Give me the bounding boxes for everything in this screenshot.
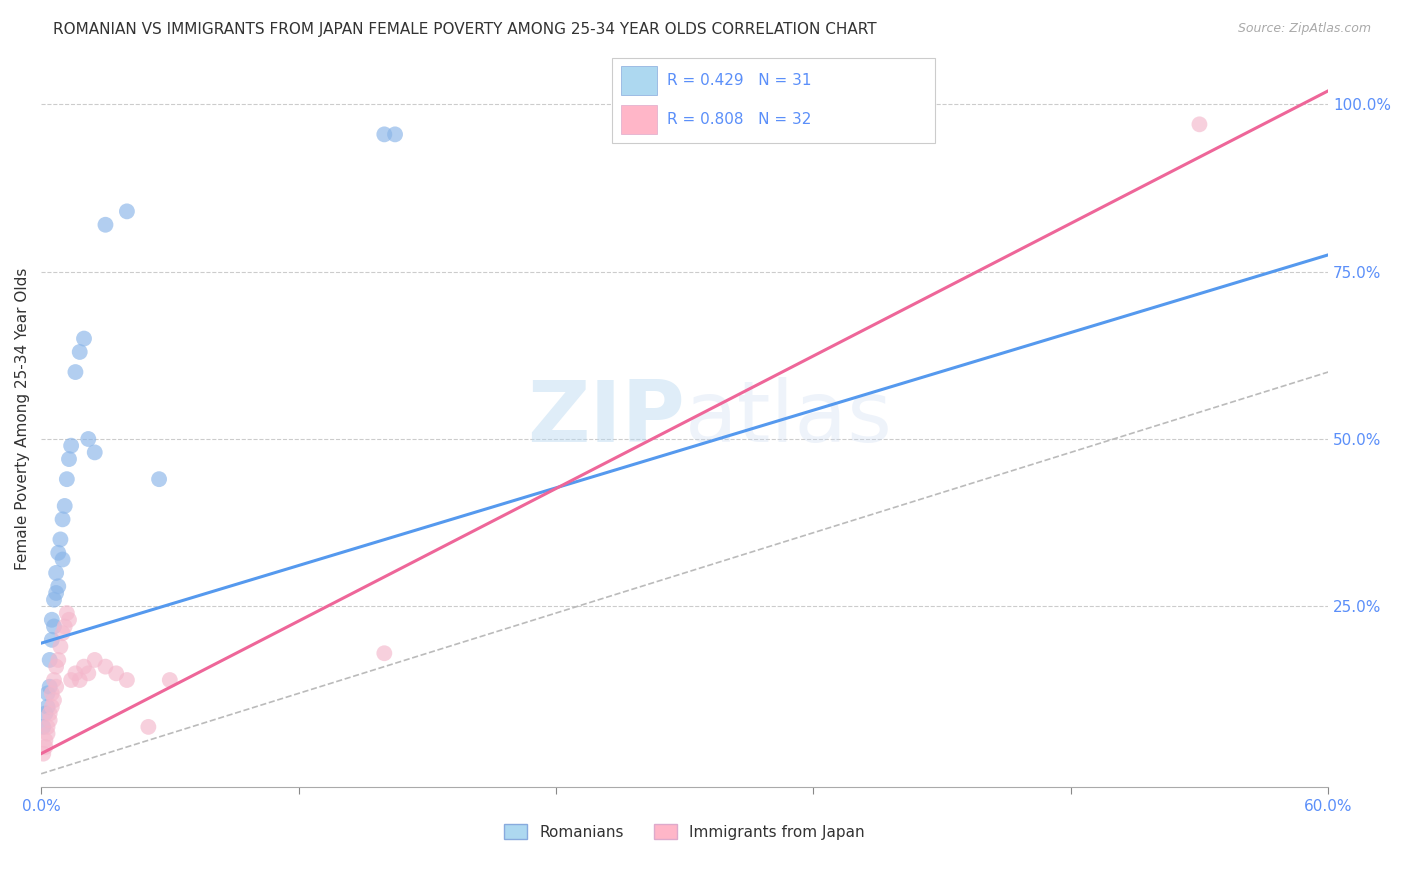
Point [45,680,67,694]
Point [73,332,96,346]
Point [38,680,60,694]
Legend: Romanians, Immigrants from Japan: Romanians, Immigrants from Japan [498,818,872,846]
Point [373,646,395,660]
Point [94,659,117,673]
Text: Source: ZipAtlas.com: Source: ZipAtlas.com [1237,22,1371,36]
Point [69,673,91,687]
Point [41,699,63,714]
Point [37,720,59,734]
Point [83,445,105,459]
Point [58,613,80,627]
Point [94,218,117,232]
FancyBboxPatch shape [621,105,657,134]
Point [77,666,100,681]
Point [37,726,59,740]
Point [53,499,76,513]
Text: R = 0.808   N = 32: R = 0.808 N = 32 [666,112,811,128]
Point [45,659,67,673]
Point [138,720,160,734]
Point [46,653,69,667]
Point [51,626,73,640]
Point [60,439,83,453]
Point [65,666,87,681]
Point [38,713,60,727]
Y-axis label: Female Poverty Among 25-34 Year Olds: Female Poverty Among 25-34 Year Olds [15,268,30,570]
Point [83,653,105,667]
Text: ZIP: ZIP [527,377,685,460]
Point [34,739,56,754]
Point [77,432,100,446]
Point [37,699,59,714]
Point [42,693,65,707]
Text: ROMANIAN VS IMMIGRANTS FROM JAPAN FEMALE POVERTY AMONG 25-34 YEAR OLDS CORRELATI: ROMANIAN VS IMMIGRANTS FROM JAPAN FEMALE… [53,22,877,37]
Point [42,619,65,633]
Point [58,452,80,467]
Point [51,552,73,566]
Point [115,204,138,219]
Point [46,546,69,560]
Point [37,686,59,700]
Point [32,720,55,734]
Point [65,365,87,379]
Point [56,472,79,486]
Point [38,706,60,721]
Point [45,586,67,600]
Point [51,512,73,526]
Point [69,345,91,359]
Point [105,666,128,681]
Point [45,566,67,580]
Point [49,533,72,547]
Point [60,673,83,687]
Point [73,659,96,673]
Point [42,592,65,607]
Point [34,733,56,747]
Point [373,128,395,142]
Point [34,706,56,721]
FancyBboxPatch shape [612,58,935,143]
Point [384,128,406,142]
Point [41,613,63,627]
Point [148,472,170,486]
Point [115,673,138,687]
Point [41,632,63,647]
Point [1188,117,1211,131]
Point [46,579,69,593]
Point [53,619,76,633]
Point [42,673,65,687]
Point [56,606,79,620]
Point [32,747,55,761]
Point [41,686,63,700]
Point [49,640,72,654]
Text: R = 0.429   N = 31: R = 0.429 N = 31 [666,73,811,88]
Text: atlas: atlas [685,377,893,460]
Point [159,673,181,687]
FancyBboxPatch shape [621,67,657,95]
Point [38,653,60,667]
